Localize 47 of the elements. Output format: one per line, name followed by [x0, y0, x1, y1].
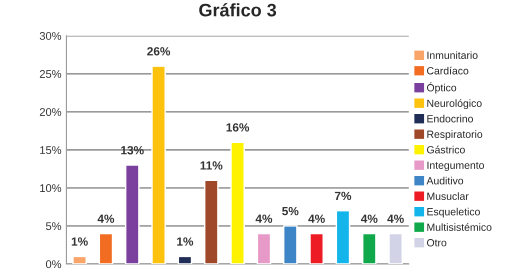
data-label: 1% — [177, 237, 194, 246]
legend-label: Multisistémico — [427, 223, 492, 231]
data-label: 4% — [98, 214, 114, 223]
legend-label: Endocrino — [427, 114, 473, 122]
bar — [151, 65, 166, 264]
bar — [362, 232, 377, 264]
bar — [178, 256, 192, 264]
legend-label: Inmunitario — [427, 51, 478, 59]
chart-title: Gráfico 3 — [199, 3, 276, 17]
legend-label: Neurológico — [427, 99, 482, 110]
data-label: 1% — [72, 237, 88, 246]
data-label: 4% — [360, 214, 378, 223]
legend-label: Otro — [427, 239, 446, 246]
y-tick-label: 20% — [40, 108, 62, 116]
bar — [124, 164, 140, 264]
data-label: 7% — [334, 192, 352, 200]
y-tick-label: 5% — [46, 222, 62, 230]
bar — [256, 232, 272, 264]
bar — [336, 210, 350, 264]
legend-label: Respiratorio — [427, 130, 482, 140]
data-label: 26% — [147, 47, 170, 56]
data-label: 4% — [308, 214, 325, 223]
data-label: 13% — [121, 146, 144, 154]
bar — [388, 232, 403, 264]
y-tick-label: 25% — [40, 70, 62, 78]
y-tick-label: 30% — [40, 32, 62, 40]
data-label: 5% — [282, 206, 299, 216]
legend-label: Cardíaco — [427, 66, 468, 74]
legend-label: Óptico — [427, 82, 456, 94]
bar — [98, 232, 114, 264]
legend-label: Gástrico — [427, 146, 465, 154]
bar — [72, 256, 87, 264]
bar — [204, 180, 219, 264]
legend-label: Musuclar — [427, 192, 469, 200]
y-tick-label: 15% — [40, 146, 62, 154]
legend-label: Auditivo — [426, 176, 464, 184]
bar — [283, 225, 298, 264]
legend-label: Integumento — [427, 162, 484, 171]
y-tick-label: 0% — [46, 260, 62, 268]
bar — [230, 142, 245, 264]
y-tick-label: 10% — [40, 184, 62, 192]
data-label: 11% — [200, 161, 222, 170]
data-label: 16% — [226, 123, 250, 132]
data-label: 4% — [256, 214, 272, 223]
data-label: 4% — [387, 214, 404, 223]
legend-label: Esqueletico — [427, 208, 480, 218]
bar — [309, 232, 324, 264]
